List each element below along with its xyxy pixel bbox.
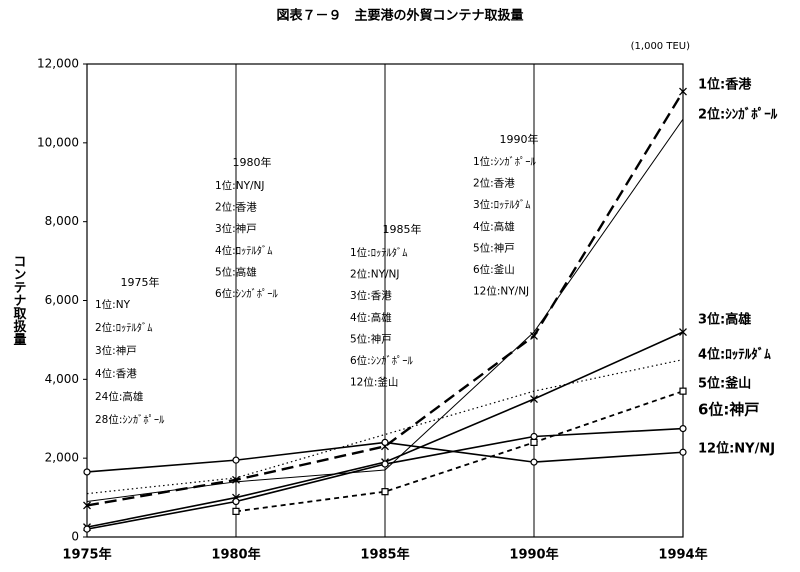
annotation-line: 12位:釜山 xyxy=(350,376,398,389)
annotation-line: 6位:ｼﾝｶﾞﾎﾟｰﾙ xyxy=(350,354,413,367)
annotation-line: 1位:NY xyxy=(95,298,131,311)
annotation-line: 2位:香港 xyxy=(473,177,515,190)
legend-label: 5位:釜山 xyxy=(698,376,751,392)
y-tick-label: 0 xyxy=(71,530,79,544)
legend-label: 3位:高雄 xyxy=(698,312,751,328)
annotation-line: 2位:NY/NJ xyxy=(350,268,399,281)
point-marker xyxy=(232,507,240,515)
annotation-title: 1975年 xyxy=(121,275,160,289)
annotation-line: 3位:香港 xyxy=(350,289,392,302)
annotation-line: 2位:香港 xyxy=(215,201,257,214)
point-marker xyxy=(530,438,538,446)
point-marker xyxy=(679,425,687,433)
annotation-line: 5位:神戸 xyxy=(350,332,392,345)
series-line xyxy=(86,359,684,495)
annotation-line: 1位:ｼﾝｶﾞﾎﾟｰﾙ xyxy=(473,155,536,168)
series-line xyxy=(86,118,684,503)
annotation-line: 28位:ｼﾝｶﾞﾎﾟｰﾙ xyxy=(95,413,165,426)
legend-label: 2位:ｼﾝｶﾞﾎﾟｰﾙ xyxy=(698,107,778,123)
point-marker xyxy=(679,328,687,336)
annotation-line: 1位:ﾛｯﾃﾙﾀﾞﾑ xyxy=(350,246,407,259)
annotation-line: 6位:ｼﾝｶﾞﾎﾟｰﾙ xyxy=(215,287,278,300)
point-marker xyxy=(530,395,538,404)
annotation-line: 5位:神戸 xyxy=(473,241,515,254)
y-tick-label: 10,000 xyxy=(37,135,79,149)
point-marker xyxy=(83,468,91,476)
y-tick-label: 12,000 xyxy=(37,57,79,71)
annotation-line: 4位:香港 xyxy=(95,367,137,380)
legend-label: 6位:神戸 xyxy=(698,401,759,419)
annotation-title: 1980年 xyxy=(233,155,272,169)
annotation-line: 6位:釜山 xyxy=(473,263,515,276)
point-marker xyxy=(381,460,389,468)
x-tick-label: 1980年 xyxy=(211,547,260,563)
series-line xyxy=(235,390,684,513)
x-tick-label: 1994年 xyxy=(658,547,707,563)
y-tick-label: 2,000 xyxy=(45,451,79,465)
annotation-line: 1位:NY/NJ xyxy=(215,179,264,192)
annotation-line: 24位:高雄 xyxy=(95,390,143,403)
x-tick-label: 1990年 xyxy=(509,547,558,563)
y-axis-label: コンテナ取扱量 xyxy=(11,255,27,347)
point-marker xyxy=(679,448,687,456)
x-tick-label: 1985年 xyxy=(360,547,409,563)
annotation-line: 3位:神戸 xyxy=(215,222,257,235)
annotation-line: 4位:高雄 xyxy=(350,311,392,324)
point-marker xyxy=(83,525,91,533)
annotation-line: 4位:ﾛｯﾃﾙﾀﾞﾑ xyxy=(215,244,272,257)
legend-label: 12位:NY/NJ xyxy=(698,441,775,457)
y-tick-label: 4,000 xyxy=(45,372,79,386)
point-marker xyxy=(679,87,687,96)
point-marker xyxy=(232,497,240,506)
y-tick-label: 6,000 xyxy=(45,293,79,307)
point-marker xyxy=(381,438,389,446)
annotation-title: 1985年 xyxy=(383,222,422,236)
x-tick-label: 1975年 xyxy=(62,547,111,563)
unit-label: (1,000 TEU) xyxy=(631,41,690,52)
annotation-line: 3位:ﾛｯﾃﾙﾀﾞﾑ xyxy=(473,198,530,211)
point-marker xyxy=(381,488,389,496)
legend-label: 4位:ﾛｯﾃﾙﾀﾞﾑ xyxy=(698,347,771,363)
point-marker xyxy=(530,458,538,466)
annotation-line: 4位:高雄 xyxy=(473,220,515,233)
annotation-line: 2位:ﾛｯﾃﾙﾀﾞﾑ xyxy=(95,321,152,334)
point-marker xyxy=(679,387,687,395)
chart-title: 図表７－９ 主要港の外貿コンテナ取扱量 xyxy=(276,8,523,24)
legend-label: 1位:香港 xyxy=(698,77,752,93)
point-marker xyxy=(530,432,538,441)
annotation-line: 5位:高雄 xyxy=(215,265,257,278)
annotation-line: 3位:神戸 xyxy=(95,344,137,357)
annotation-title: 1990年 xyxy=(500,132,539,146)
y-tick-label: 8,000 xyxy=(45,214,79,228)
annotation-line: 12位:NY/NJ xyxy=(473,285,529,298)
point-marker xyxy=(83,501,91,510)
point-marker xyxy=(232,456,240,464)
